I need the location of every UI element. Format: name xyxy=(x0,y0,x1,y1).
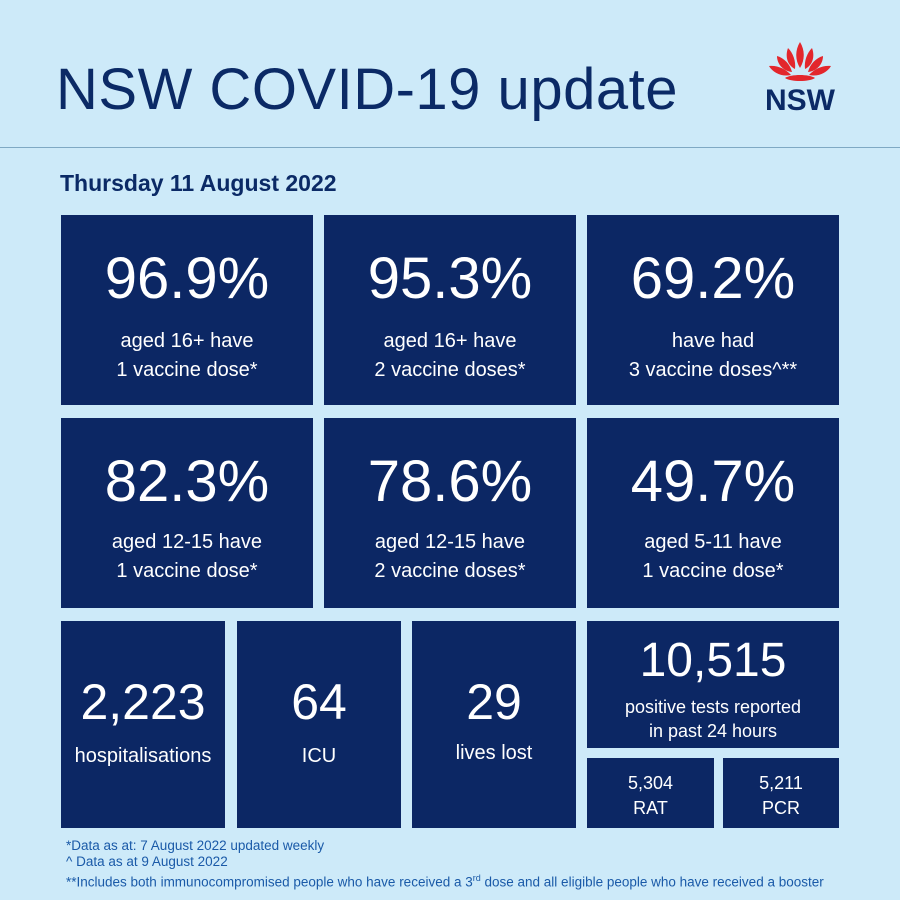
footnote-3-sup: rd xyxy=(472,873,481,883)
footnote-3: **Includes both immunocompromised people… xyxy=(66,870,866,891)
vaccine-card-5-11-1dose: 49.7% aged 5-11 have 1 vaccine dose* xyxy=(587,418,839,608)
stat-label: 3 vaccine doses^** xyxy=(628,359,798,381)
stat-value: 69.2% xyxy=(630,246,796,311)
footnote-2: ^ Data as at 9 August 2022 xyxy=(66,854,228,869)
stat-label: 1 vaccine dose* xyxy=(116,560,258,582)
stat-label: hospitalisations xyxy=(74,745,212,767)
stat-label: PCR xyxy=(761,798,800,818)
positive-tests-card: 10,515 positive tests reported in past 2… xyxy=(587,621,839,748)
stat-label: 1 vaccine dose* xyxy=(116,359,258,381)
stat-label: RAT xyxy=(633,798,668,818)
vaccine-card-12-15-2dose: 78.6% aged 12-15 have 2 vaccine doses* xyxy=(324,418,576,608)
stat-label: aged 16+ have xyxy=(383,330,517,352)
footnotes: *Data as at: 7 August 2022 updated weekl… xyxy=(66,838,866,891)
icu-card: 64 ICU xyxy=(237,621,401,828)
stat-label: ICU xyxy=(301,745,337,767)
stat-label: 2 vaccine doses* xyxy=(374,359,526,381)
footnote-1: *Data as at: 7 August 2022 updated weekl… xyxy=(66,838,325,853)
stat-value: 96.9% xyxy=(104,246,270,311)
hospitalisations-card: 2,223 hospitalisations xyxy=(61,621,225,828)
stat-label: 2 vaccine doses* xyxy=(374,560,526,582)
stat-label: lives lost xyxy=(455,742,533,764)
logo-text: NSW xyxy=(765,84,835,117)
report-date: Thursday 11 August 2022 xyxy=(60,170,337,196)
nsw-logo: NSW xyxy=(755,38,845,128)
pcr-card: 5,211 PCR xyxy=(723,758,839,828)
stat-value: 95.3% xyxy=(367,246,533,311)
stat-label: aged 12-15 have xyxy=(111,531,263,553)
footnote-3-text-end: dose and all eligible people who have re… xyxy=(480,874,824,890)
stat-label: aged 16+ have xyxy=(120,330,254,352)
stat-value: 10,515 xyxy=(639,634,787,687)
stat-label: positive tests reported xyxy=(624,697,802,717)
stat-value: 29 xyxy=(466,674,522,730)
waratah-icon xyxy=(769,42,831,81)
stat-value: 2,223 xyxy=(80,674,206,730)
stat-label: in past 24 hours xyxy=(648,721,778,741)
vaccine-card-3dose: 69.2% have had 3 vaccine doses^** xyxy=(587,215,839,405)
vaccine-card-16plus-2dose: 95.3% aged 16+ have 2 vaccine doses* xyxy=(324,215,576,405)
vaccine-card-12-15-1dose: 82.3% aged 12-15 have 1 vaccine dose* xyxy=(61,418,313,608)
header: NSW COVID-19 update NSW xyxy=(0,0,900,148)
stat-value: 49.7% xyxy=(630,449,796,514)
stat-value: 82.3% xyxy=(104,449,270,514)
vaccine-card-16plus-1dose: 96.9% aged 16+ have 1 vaccine dose* xyxy=(61,215,313,405)
stat-label: aged 5-11 have xyxy=(644,531,782,553)
rat-card: 5,304 RAT xyxy=(587,758,714,828)
page-title: NSW COVID-19 update xyxy=(56,57,678,122)
stat-value: 64 xyxy=(291,674,347,730)
stat-label: aged 12-15 have xyxy=(374,531,526,553)
stat-value: 5,304 xyxy=(627,773,674,793)
stat-value: 5,211 xyxy=(759,773,803,793)
lives-lost-card: 29 lives lost xyxy=(412,621,576,828)
stat-label: have had xyxy=(671,330,755,352)
stat-value: 78.6% xyxy=(367,449,533,514)
stat-label: 1 vaccine dose* xyxy=(642,560,784,582)
footnote-3-text: **Includes both immunocompromised people… xyxy=(66,874,473,890)
